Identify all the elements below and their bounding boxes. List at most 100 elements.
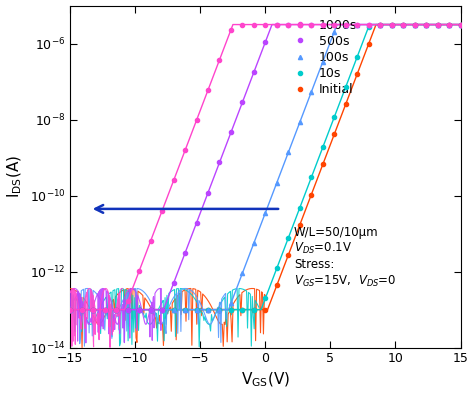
Initial xyxy=(263,307,268,312)
500s xyxy=(309,22,314,27)
100s xyxy=(435,22,440,27)
Initial xyxy=(320,162,326,167)
1000s xyxy=(320,22,326,27)
Initial xyxy=(423,22,429,27)
1000s xyxy=(377,22,383,27)
1000s xyxy=(297,22,303,27)
1000s xyxy=(125,299,130,304)
1000s xyxy=(148,239,154,243)
10s xyxy=(355,55,360,59)
Initial xyxy=(102,307,108,312)
1000s xyxy=(137,269,142,273)
100s xyxy=(366,22,372,27)
Initial xyxy=(205,307,211,312)
10s xyxy=(251,307,257,312)
Initial xyxy=(377,22,383,27)
10s xyxy=(228,307,234,312)
Initial xyxy=(400,22,406,27)
Line: 1000s: 1000s xyxy=(68,23,463,312)
500s xyxy=(159,307,165,312)
100s xyxy=(446,22,452,27)
10s xyxy=(446,22,452,27)
10s xyxy=(400,22,406,27)
1000s xyxy=(309,22,314,27)
Legend: 1000s, 500s, 100s, 10s, Initial: 1000s, 500s, 100s, 10s, Initial xyxy=(287,19,357,96)
100s xyxy=(159,307,165,312)
100s xyxy=(194,307,200,312)
500s xyxy=(194,220,200,225)
500s xyxy=(435,22,440,27)
Initial xyxy=(343,102,348,106)
10s xyxy=(263,296,268,301)
500s xyxy=(412,22,418,27)
1000s xyxy=(205,88,211,92)
Initial xyxy=(251,307,257,312)
500s xyxy=(400,22,406,27)
Line: 100s: 100s xyxy=(68,23,463,312)
Initial xyxy=(412,22,418,27)
100s xyxy=(171,307,176,312)
100s xyxy=(251,241,257,245)
1000s xyxy=(366,22,372,27)
500s xyxy=(423,22,429,27)
500s xyxy=(113,307,119,312)
1000s xyxy=(263,22,268,27)
Initial xyxy=(148,307,154,312)
500s xyxy=(297,22,303,27)
10s xyxy=(217,307,222,312)
Initial xyxy=(389,22,394,27)
1000s xyxy=(274,22,280,27)
10s xyxy=(274,266,280,271)
1000s xyxy=(159,208,165,213)
Line: 10s: 10s xyxy=(68,23,463,312)
1000s xyxy=(79,307,85,312)
500s xyxy=(137,307,142,312)
1000s xyxy=(389,22,394,27)
100s xyxy=(423,22,429,27)
Initial xyxy=(137,307,142,312)
10s xyxy=(113,307,119,312)
Initial xyxy=(67,307,73,312)
10s xyxy=(91,307,96,312)
100s xyxy=(205,307,211,312)
100s xyxy=(217,307,222,312)
100s xyxy=(297,120,303,124)
1000s xyxy=(182,148,188,153)
100s xyxy=(285,150,291,155)
1000s xyxy=(67,307,73,312)
500s xyxy=(263,39,268,44)
10s xyxy=(182,307,188,312)
100s xyxy=(377,22,383,27)
500s xyxy=(389,22,394,27)
10s xyxy=(331,115,337,119)
500s xyxy=(285,22,291,27)
500s xyxy=(228,130,234,135)
1000s xyxy=(194,118,200,122)
10s xyxy=(343,85,348,89)
10s xyxy=(148,307,154,312)
Initial xyxy=(91,307,96,312)
1000s xyxy=(446,22,452,27)
1000s xyxy=(251,22,257,27)
1000s xyxy=(102,307,108,312)
100s xyxy=(389,22,394,27)
500s xyxy=(251,70,257,74)
X-axis label: $\rm V_{GS}(V)$: $\rm V_{GS}(V)$ xyxy=(241,371,290,389)
500s xyxy=(343,22,348,27)
Line: 500s: 500s xyxy=(68,23,463,312)
10s xyxy=(67,307,73,312)
100s xyxy=(239,271,245,275)
Line: Initial: Initial xyxy=(68,23,463,312)
500s xyxy=(377,22,383,27)
100s xyxy=(309,90,314,94)
Initial xyxy=(366,41,372,46)
Initial xyxy=(182,307,188,312)
Initial xyxy=(217,307,222,312)
1000s xyxy=(343,22,348,27)
Initial xyxy=(125,307,130,312)
100s xyxy=(320,59,326,64)
100s xyxy=(182,307,188,312)
10s xyxy=(423,22,429,27)
Initial xyxy=(446,22,452,27)
100s xyxy=(355,22,360,27)
